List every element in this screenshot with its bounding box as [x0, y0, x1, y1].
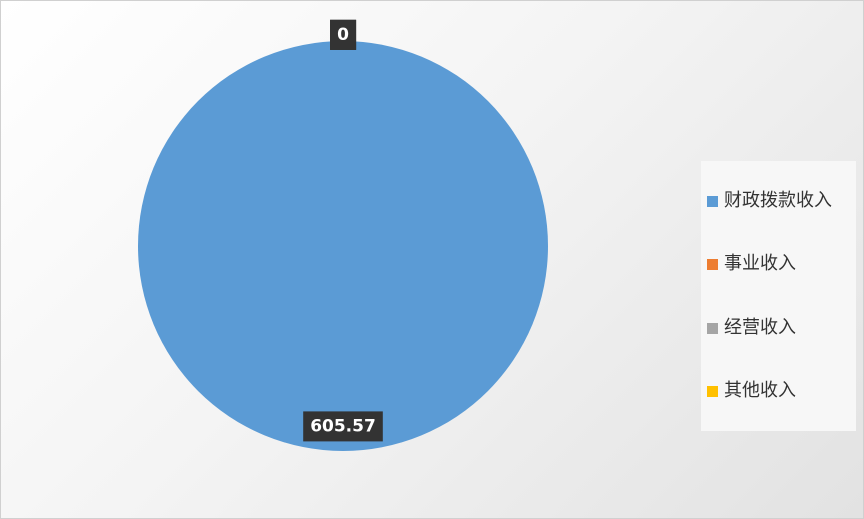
legend-item: 经营收入	[707, 316, 850, 340]
legend-label: 其他收入	[724, 380, 796, 402]
legend-item: 事业收入	[707, 252, 850, 276]
legend-item: 财政拨款收入	[707, 189, 850, 213]
legend-label: 经营收入	[724, 316, 796, 338]
legend: 财政拨款收入 事业收入经营收入其他收入	[701, 161, 856, 431]
data-label-box	[330, 19, 357, 50]
data-label-text: 0	[337, 25, 349, 45]
legend-label: 事业收入	[724, 253, 796, 275]
legend-swatch	[707, 386, 718, 398]
legend-item: 其他收入	[707, 379, 850, 403]
legend-swatch	[707, 322, 718, 334]
data-label-box	[303, 411, 383, 442]
data-label-text: 605.57	[310, 416, 376, 436]
data-label: 0	[330, 19, 357, 50]
legend-swatch	[707, 259, 718, 271]
legend-swatch	[707, 195, 718, 207]
pie-slice	[138, 41, 548, 451]
data-label: 605.57	[303, 411, 383, 442]
legend-label: 财政拨款收入	[724, 189, 832, 211]
